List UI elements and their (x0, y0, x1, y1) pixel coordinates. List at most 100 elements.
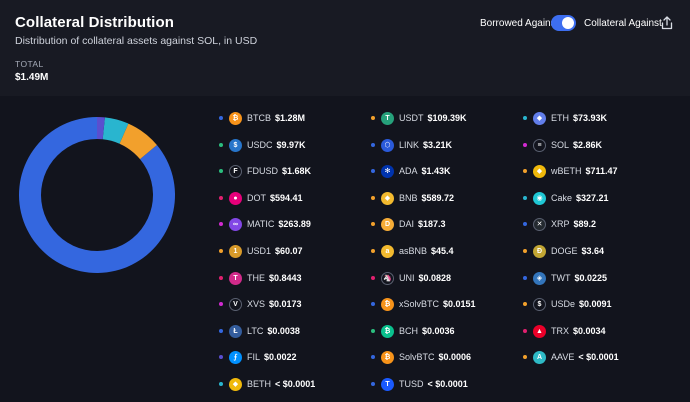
litecoin-icon: Ł (229, 324, 242, 338)
asset-item-xsolvbtc[interactable]: ₿ xSolvBTC $0.0151 (371, 297, 476, 311)
asset-symbol: DAI (399, 219, 415, 229)
solana-icon: ≡ (533, 138, 546, 152)
asset-item-wbeth[interactable]: ◆ wBETH $711.47 (523, 164, 618, 178)
asset-item-beth[interactable]: ◆ BETH < $0.0001 (219, 377, 315, 391)
aave-icon: A (533, 350, 546, 364)
asset-item-sol[interactable]: ≡ SOL $2.86K (523, 138, 602, 152)
asset-value: $589.72 (421, 193, 455, 203)
filecoin-icon: ⨍ (229, 350, 242, 364)
asset-item-bnb[interactable]: ◆ BNB $589.72 (371, 191, 454, 205)
polkadot-icon: ● (229, 191, 242, 205)
total-value: $1.49M (15, 72, 49, 83)
asset-symbol: USD1 (247, 246, 272, 256)
asset-symbol: LINK (399, 140, 420, 150)
asset-value: $187.3 (418, 219, 446, 229)
asset-value: $711.47 (585, 166, 618, 176)
donut-segment-usdt[interactable] (119, 123, 157, 160)
asset-item-cake[interactable]: ◉ Cake $327.21 (523, 191, 609, 205)
asset-value: < $0.0001 (578, 352, 619, 362)
legend-dot (371, 143, 375, 147)
donut-segment-eth[interactable] (102, 117, 129, 144)
asset-symbol: USDT (399, 113, 424, 123)
asset-symbol: SolvBTC (399, 352, 435, 362)
asset-symbol: FDUSD (247, 166, 278, 176)
asset-item-uni[interactable]: 🦄 UNI $0.0828 (371, 271, 451, 285)
asset-symbol: BTCB (247, 113, 272, 123)
legend-dot (523, 222, 527, 226)
asset-item-ada[interactable]: ✻ ADA $1.43K (371, 164, 451, 178)
asset-item-btcb[interactable]: ₿ BTCB $1.28M (219, 111, 305, 125)
asset-value: $0.0022 (264, 352, 297, 362)
asset-item-matic[interactable]: ∞ MATIC $263.89 (219, 217, 311, 231)
legend-dot (523, 196, 527, 200)
asset-item-usdt[interactable]: T USDT $109.39K (371, 111, 467, 125)
polygon-icon: ∞ (229, 217, 242, 231)
asset-item-usdc[interactable]: $ USDC $9.97K (219, 138, 306, 152)
asset-value: $0.0006 (438, 352, 472, 362)
asset-item-fil[interactable]: ⨍ FIL $0.0022 (219, 350, 297, 364)
legend-dot (219, 169, 223, 173)
legend-dot (219, 382, 223, 386)
asset-value: $9.97K (276, 140, 306, 150)
asset-item-solvbtc[interactable]: ₿ SolvBTC $0.0006 (371, 350, 471, 364)
collateral-against-label[interactable]: Collateral Against (584, 18, 662, 29)
usde-icon: $ (533, 297, 546, 311)
dogecoin-icon: Ð (533, 244, 546, 258)
asset-value: $263.89 (278, 219, 311, 229)
asset-symbol: BNB (399, 193, 418, 203)
legend-dot (371, 249, 375, 253)
legend-dot (523, 116, 527, 120)
asset-symbol: AAVE (551, 352, 575, 362)
legend-dot (523, 329, 527, 333)
legend-dot (371, 196, 375, 200)
ethereum-icon: ◆ (533, 111, 546, 125)
dai-icon: D (381, 217, 394, 231)
asset-item-trx[interactable]: ▲ TRX $0.0034 (523, 324, 606, 338)
legend-dot (219, 302, 223, 306)
asset-symbol: DOGE (551, 246, 578, 256)
borrowed-against-label[interactable]: Borrowed Against (480, 18, 559, 29)
xrp-icon: ✕ (533, 217, 546, 231)
usd1-icon: 1 (229, 244, 242, 258)
asset-item-dai[interactable]: D DAI $187.3 (371, 217, 446, 231)
asset-item-fdusd[interactable]: F FDUSD $1.68K (219, 164, 311, 178)
bnb-icon: ◆ (381, 191, 394, 205)
legend-dot (219, 249, 223, 253)
asset-value: $0.0828 (418, 273, 452, 283)
total-label: TOTAL (15, 59, 44, 69)
borrowed-collateral-toggle[interactable] (551, 15, 576, 31)
asset-item-tusd[interactable]: T TUSD < $0.0001 (371, 377, 468, 391)
asset-item-xvs[interactable]: V XVS $0.0173 (219, 297, 302, 311)
asset-symbol: Cake (551, 193, 573, 203)
asset-item-dot[interactable]: ● DOT $594.41 (219, 191, 303, 205)
header-panel: Collateral Distribution Distribution of … (0, 0, 690, 96)
asset-item-link[interactable]: ⬡ LINK $3.21K (371, 138, 452, 152)
asset-item-doge[interactable]: Ð DOGE $3.64 (523, 244, 604, 258)
asset-item-aave[interactable]: A AAVE < $0.0001 (523, 350, 619, 364)
asset-value: $89.2 (573, 219, 597, 229)
asset-item-bch[interactable]: ₿ BCH $0.0036 (371, 324, 455, 338)
asset-item-asbnb[interactable]: a asBNB $45.4 (371, 244, 454, 258)
asset-item-twt[interactable]: ◈ TWT $0.0225 (523, 271, 607, 285)
asset-value: $327.21 (576, 193, 609, 203)
tron-icon: ▲ (533, 324, 546, 338)
tether-icon: T (381, 111, 394, 125)
legend-dot (219, 355, 223, 359)
asset-item-the[interactable]: T THE $0.8443 (219, 271, 302, 285)
asset-value: $1.68K (282, 166, 312, 176)
page-subtitle: Distribution of collateral assets agains… (15, 35, 258, 47)
legend-dot (523, 249, 527, 253)
asset-value: $0.0173 (269, 299, 302, 309)
asset-item-eth[interactable]: ◆ ETH $73.93K (523, 111, 607, 125)
asset-item-usde[interactable]: $ USDe $0.0091 (523, 297, 612, 311)
asset-item-xrp[interactable]: ✕ XRP $89.2 (523, 217, 596, 231)
asset-symbol: DOT (247, 193, 266, 203)
legend-dot (371, 169, 375, 173)
asset-item-ltc[interactable]: Ł LTC $0.0038 (219, 324, 300, 338)
donut-segment-other[interactable] (97, 117, 105, 140)
share-icon[interactable] (660, 16, 674, 30)
cardano-icon: ✻ (381, 164, 394, 178)
toggle-knob (562, 17, 574, 29)
asset-item-usd1[interactable]: 1 USD1 $60.07 (219, 244, 303, 258)
usdc-icon: $ (229, 138, 242, 152)
